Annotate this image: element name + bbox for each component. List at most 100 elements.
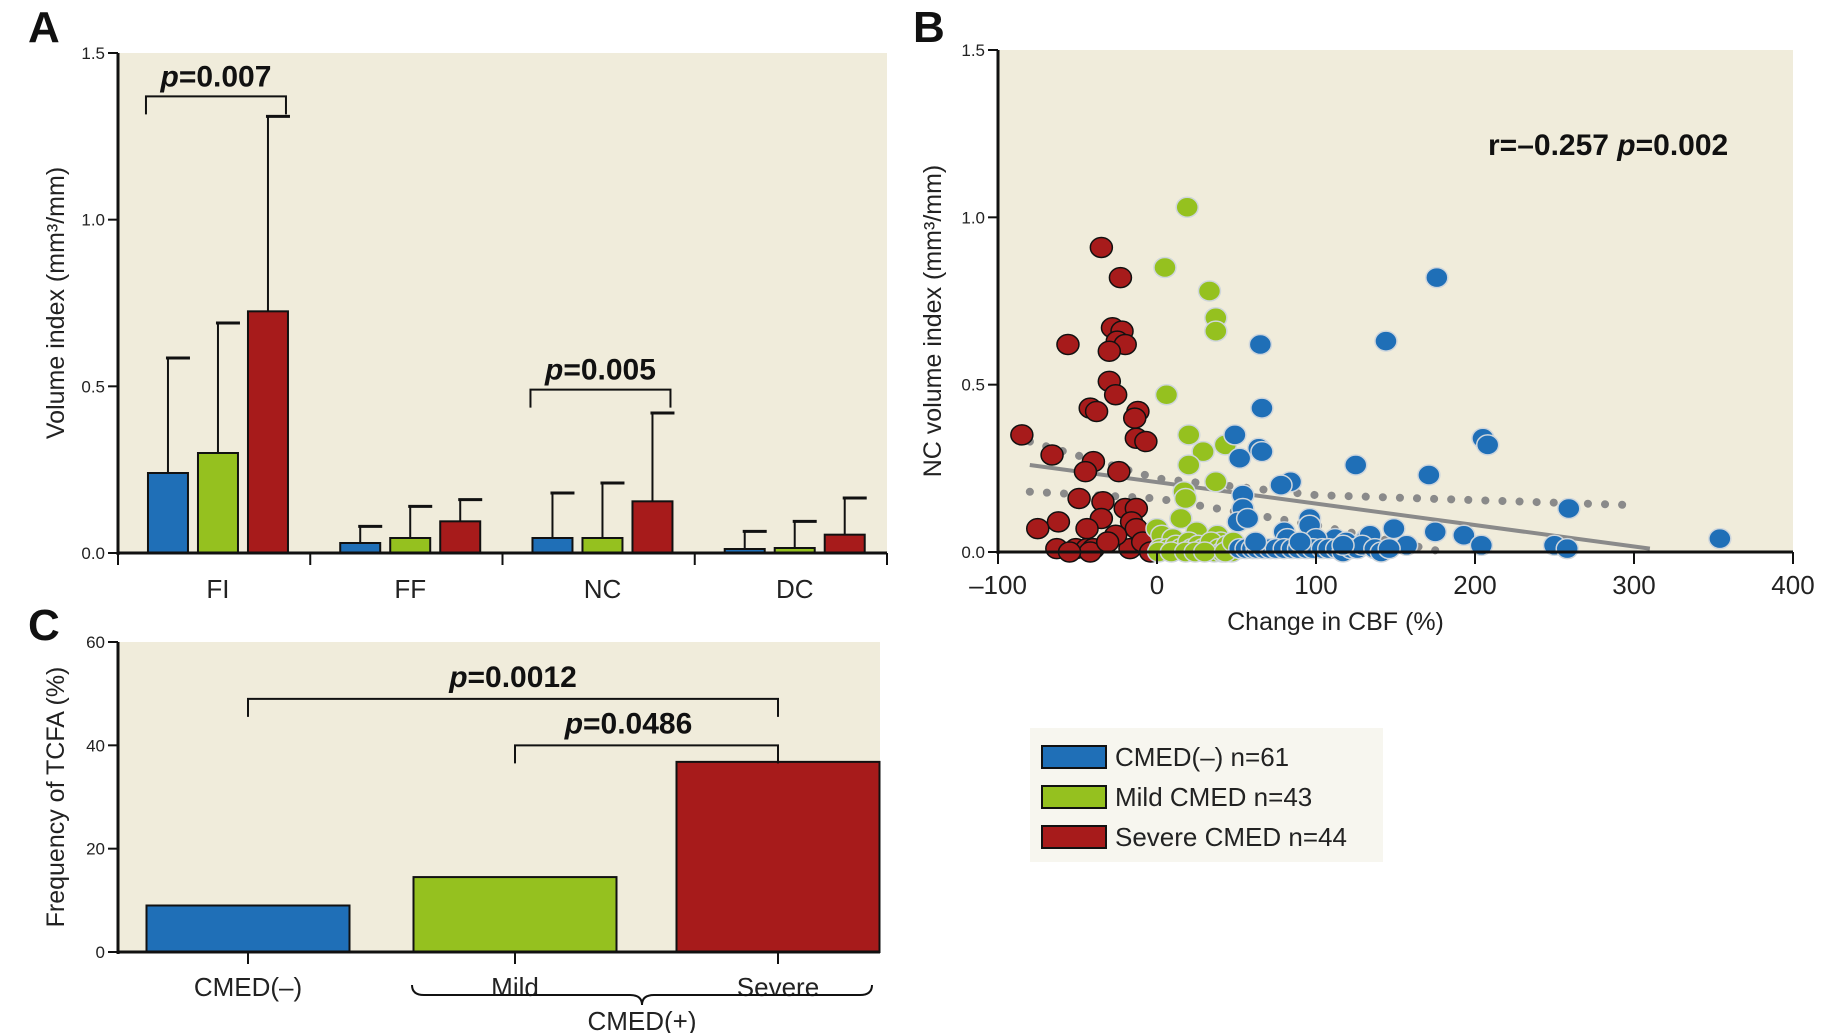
p-prefix: p [448,661,467,694]
scatter-point [1097,340,1122,362]
y-tick-label: 0.0 [961,543,985,562]
scatter-point [1235,507,1260,530]
x-tick-label: 300 [1612,570,1655,600]
panel-b-x-axis-label: Change in CBF (%) [1227,608,1444,636]
significance-bracket [529,388,672,408]
bar-nc-2 [631,500,674,555]
scatter-point [1154,383,1179,406]
scatter-point [1555,537,1579,560]
x-tick-label: 100 [1294,570,1337,600]
scatter-point [1010,424,1034,446]
scatter-point [1046,511,1071,533]
scatter-point [1269,474,1293,496]
p-prefix: p [564,707,583,740]
x-tick-label-nc: NC [584,574,622,604]
legend-label-mild: Mild CMED n=43 [1115,782,1312,812]
legend: CMED(–) n=61 Mild CMED n=43 Severe CMED … [1030,728,1383,862]
x-tick-label: 200 [1453,570,1496,600]
group-brace [411,984,873,1006]
x-tick-label: Severe [737,972,819,1002]
scatter-point [1040,444,1064,466]
scatter-point [1425,266,1449,289]
significance-label: p=0.005 [544,354,656,387]
scatter-point [1469,534,1494,557]
significance-bracket [247,697,779,717]
y-tick-label: 1.5 [81,44,105,63]
y-tick-label: 0.5 [961,376,985,395]
scatter-point [1173,487,1198,510]
significance-label: p=0.0012 [448,661,577,694]
panel-letter-a: A [28,3,60,52]
scatter-series-cmed_neg [1223,266,1732,563]
scatter-point [1107,460,1131,483]
significance-label: p=0.0486 [564,707,693,740]
panel-letter-b: B [913,3,945,52]
x-tick-label: 0 [1150,570,1164,600]
scatter-point [1177,454,1201,476]
scatter-point [1108,266,1133,289]
scatter-point [1250,440,1274,463]
scatter-point [1191,440,1215,463]
scatter-point [1417,464,1441,486]
bar-fi-0 [146,472,189,554]
y-tick-label: 1.5 [961,41,985,60]
y-tick-label: 1.0 [961,208,985,227]
scatter-point [1169,507,1193,530]
p-value: =0.007 [179,60,272,93]
scatter-point [1026,517,1050,540]
legend-swatch-severe [1041,825,1107,849]
scatter-point [1056,333,1080,356]
bar-ff-2 [439,520,482,554]
scatter-point [1243,531,1268,553]
panel-a-plot-area [118,53,887,553]
bar-mild [412,876,618,953]
bar-nc-1 [581,537,624,554]
y-tick-label: 40 [86,736,105,755]
bar-fi-1 [196,452,239,554]
regression-line [1029,463,1651,551]
scatter-point [1331,534,1355,557]
scatter-point [1073,460,1098,483]
p-value: =0.005 [563,354,656,387]
scatter-point [1153,256,1177,279]
scatter-point [1103,383,1128,406]
scatter-point [1382,517,1406,540]
correlation-r: r=–0.257 [1488,129,1617,162]
x-tick-label: CMED(–) [194,972,302,1002]
correlation-annotation: r=–0.257 p=0.002 [1488,129,1728,162]
bar-cmed [145,904,351,953]
p-prefix: p [544,354,563,387]
scatter-point [1095,531,1120,553]
bar-fi-2 [246,310,289,555]
x-tick-label: 400 [1771,570,1814,600]
y-tick-label: 20 [86,840,105,859]
panel-b-scatter-chart: 0.0 0.5 1.0 1.5 –100 0 100 200 300 400 Change in … [919,41,1815,636]
bar-dc-2 [823,533,866,555]
legend-label-cmed-neg: CMED(–) n=61 [1115,742,1289,772]
bar-severe [675,760,881,953]
scatter-point [1250,397,1274,419]
scatter-point [1177,424,1201,446]
scatter-point [1204,320,1228,342]
correlation-p-value: =0.002 [1636,129,1729,162]
scatter-point [1089,236,1114,259]
panel-letter-c: C [28,601,60,650]
p-prefix: p [160,60,179,93]
x-tick-label: Mild [491,972,539,1002]
scatter-point [1288,531,1312,553]
x-tick-label-ff: FF [394,574,426,604]
p-value: =0.0012 [468,661,577,694]
scatter-point [1084,400,1109,423]
group-label: CMED(+) [587,1006,696,1033]
p-value: =0.0486 [583,707,692,740]
scatter-point [1122,407,1147,429]
significance-bracket [144,95,287,115]
scatter-point [1452,524,1476,547]
y-tick-label: 60 [86,633,105,652]
scatter-point [1223,424,1247,446]
scatter-point [1075,517,1099,540]
scatter-point [1344,454,1368,476]
x-tick-label-fi: FI [206,574,229,604]
scatter-point [1377,537,1401,560]
